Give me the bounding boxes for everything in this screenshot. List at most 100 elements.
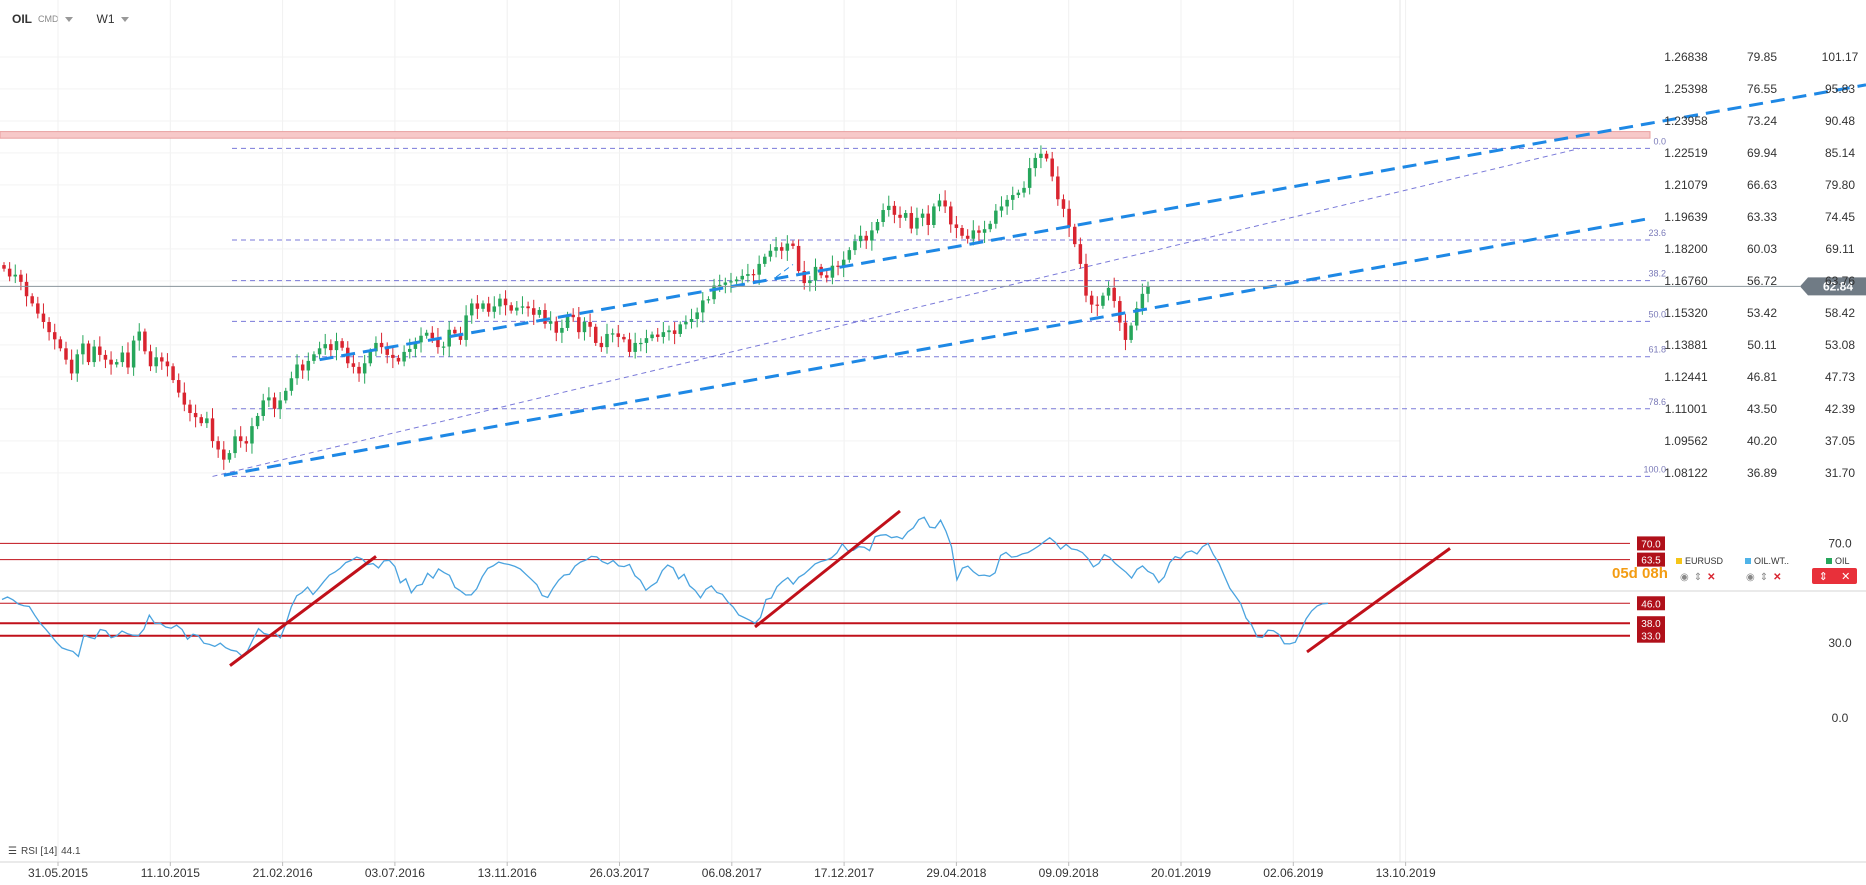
candle (131, 340, 136, 368)
candle (1089, 295, 1094, 305)
date-tick-label: 29.04.2018 (926, 866, 986, 880)
candle (64, 348, 68, 360)
candle (943, 200, 947, 207)
date-tick-label: 20.01.2019 (1151, 866, 1211, 880)
candle (300, 364, 305, 371)
candle (419, 335, 423, 343)
candle (1067, 208, 1071, 227)
legend-label: OIL.WT.. (1754, 556, 1790, 566)
candle (199, 417, 203, 424)
sort-icon[interactable]: ⇕ (1693, 572, 1703, 583)
axis-label-eurusd: 1.15320 (1664, 306, 1708, 320)
candle (323, 344, 327, 349)
candle (374, 342, 378, 352)
candle (503, 298, 508, 306)
legend-swatch-icon (1826, 558, 1832, 564)
axis-label-eurusd: 1.13881 (1664, 338, 1708, 352)
candle (1134, 308, 1139, 326)
fib-diagonal-lines (212, 147, 1581, 477)
last-price-label: 62.84 (1823, 279, 1853, 293)
sort-icon[interactable]: ⇕ (1818, 570, 1828, 583)
sort-icon[interactable]: ⇕ (1759, 572, 1769, 583)
symbol-selector[interactable]: OIL (12, 12, 32, 26)
chevron-down-icon[interactable] (120, 16, 129, 22)
candle (864, 235, 868, 241)
candle (362, 363, 367, 374)
axis-label-oilwti: 53.42 (1747, 306, 1777, 320)
candle (548, 321, 553, 324)
close-icon[interactable]: ✕ (1707, 572, 1716, 583)
candle (176, 380, 181, 393)
candle (560, 327, 564, 333)
candle (875, 221, 880, 231)
candle (334, 341, 339, 351)
rsi-axis-label: 0.0 (1832, 711, 1849, 725)
eye-icon[interactable]: ◉ (1746, 572, 1755, 583)
chevron-down-icon[interactable] (64, 16, 73, 22)
candle (965, 235, 970, 239)
legend-oilwti[interactable]: OIL.WT.. (1745, 556, 1789, 566)
candle (430, 332, 435, 339)
rsi-value: 44.1 (61, 846, 81, 857)
rsi-indicator-label: ☰ RSI [14] 44.1 (8, 846, 81, 857)
candle (255, 415, 260, 427)
candle (171, 366, 175, 381)
candle (13, 274, 18, 277)
interval-selector[interactable]: W1 (96, 12, 115, 26)
candle (182, 392, 187, 405)
candle (774, 247, 778, 251)
candle (1016, 192, 1021, 196)
axis-label-eurusd: 1.23958 (1664, 114, 1708, 128)
candle (565, 314, 570, 328)
candle (599, 342, 604, 348)
axis-label-oil: 63.76 (1825, 274, 1855, 288)
candle (881, 210, 885, 222)
candle (1011, 195, 1015, 200)
candle (988, 223, 992, 230)
candle (746, 274, 750, 276)
axis-label-oil: 69.11 (1825, 242, 1854, 256)
candle (520, 306, 525, 308)
toolbar: OIL CMD W1 (12, 10, 129, 28)
close-icon[interactable]: ✕ (1773, 572, 1782, 583)
legend-controls-oil: ⇕ ✕ (1812, 568, 1857, 584)
fib-level-label: 38.2 (1648, 269, 1666, 279)
candle (19, 274, 23, 282)
candle (143, 331, 147, 352)
axis-label-eurusd: 1.08122 (1664, 466, 1708, 480)
menu-icon[interactable]: ☰ (8, 846, 17, 857)
candle (36, 303, 40, 314)
candle (1044, 153, 1049, 159)
candle (227, 453, 232, 460)
candle (689, 318, 694, 322)
candle (949, 206, 953, 225)
candle (526, 306, 530, 309)
legend-eurusd[interactable]: EURUSD (1676, 556, 1723, 566)
resistance-zone (0, 131, 1651, 139)
date-axis: 31.05.2015 11.10.2015 21.02.2016 03.07.2016… (28, 862, 1436, 880)
candle (498, 298, 502, 307)
candle (284, 390, 288, 401)
legend-label: EURUSD (1685, 556, 1724, 566)
close-icon[interactable]: ✕ (1841, 570, 1851, 583)
candle (971, 230, 976, 239)
legend-oil[interactable]: OIL (1826, 556, 1850, 566)
rsi-name: RSI [14] (20, 846, 58, 857)
date-tick-label: 17.12.2017 (814, 866, 874, 880)
axis-label-oilwti: 73.24 (1747, 114, 1777, 128)
axis-label-oil: 42.39 (1825, 402, 1855, 416)
resistance-zone-band (0, 131, 1651, 139)
rsi-line (1, 516, 1329, 658)
fib-level-label: 61.8 (1648, 345, 1666, 355)
axis-label-eurusd: 1.12441 (1664, 370, 1708, 384)
candle (830, 265, 835, 278)
fib-level-label: 100.0 (1643, 464, 1666, 474)
candle (1140, 293, 1145, 309)
axis-label-eurusd: 1.25398 (1664, 82, 1708, 96)
candle (1118, 301, 1122, 323)
candle (481, 303, 485, 309)
eye-icon[interactable]: ◉ (1680, 572, 1689, 583)
candle (447, 329, 451, 347)
rsi-trend-line (754, 509, 901, 629)
